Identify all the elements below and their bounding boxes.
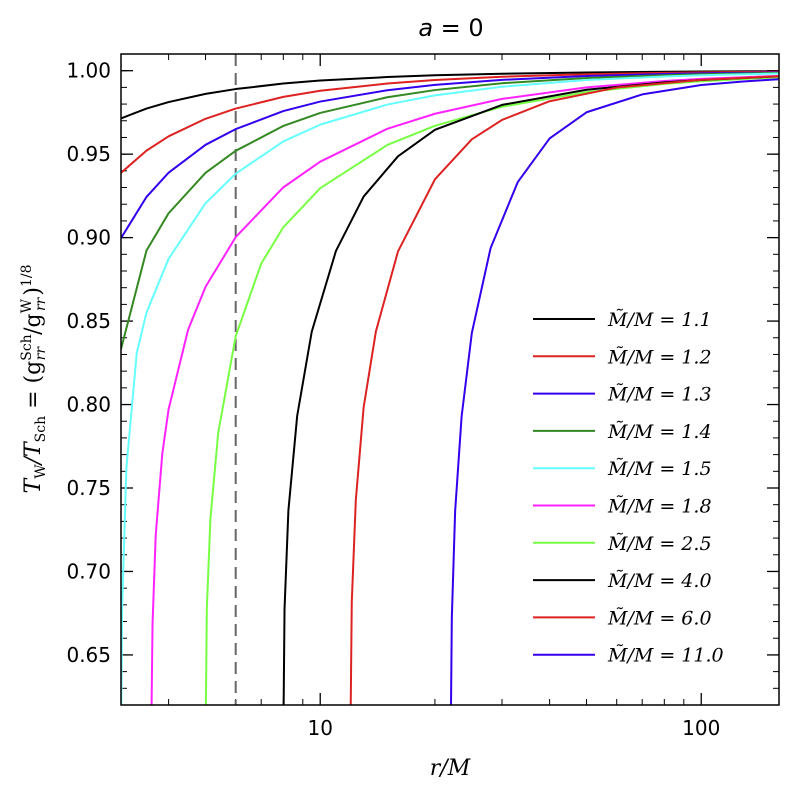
legend: M̃/M = 1.1 M̃/M = 1.2 M̃/M = 1.3 M̃/M = 1.4… [533, 309, 724, 667]
y-tick-label: 1.00 [66, 59, 111, 83]
legend-label-2: M̃/M = 1.2 [607, 346, 712, 368]
tick-marks [120, 53, 779, 706]
legend-label-4: M̃/M = 1.4 [607, 420, 712, 442]
x-tick-label: 10 [307, 716, 332, 740]
legend-label-7: M̃/M = 2.5 [607, 532, 712, 554]
series-line-9 [349, 75, 779, 705]
y-tick-label: 0.95 [66, 142, 111, 166]
series-line-2 [121, 70, 779, 174]
legend-label-8: M̃/M = 4.0 [607, 570, 712, 592]
legend-label-5: M̃/M = 1.5 [607, 458, 712, 480]
y-tick-label: 0.90 [66, 226, 111, 250]
legend-label-1: M̃/M = 1.1 [607, 309, 712, 331]
chart-title: a = 0 [418, 14, 483, 42]
y-tick-label: 0.65 [66, 643, 111, 667]
legend-label-10: M̃/M = 11.0 [607, 644, 724, 666]
series-line-7 [204, 76, 779, 705]
plot-frame [120, 53, 780, 706]
series-line-5 [121, 72, 779, 705]
x-axis-label: r/M [430, 756, 471, 781]
series-line-1 [121, 70, 779, 120]
y-tick-label: 0.75 [66, 476, 111, 500]
series-line-10 [450, 78, 779, 705]
tick-labels: 0.65 0.70 0.75 0.80 0.85 0.90 0.95 1.00 10 100 [66, 59, 720, 740]
series-line-8 [282, 75, 779, 705]
series-line-6 [150, 74, 779, 705]
y-tick-label: 0.80 [66, 393, 111, 417]
x-tick-label: 100 [682, 716, 720, 740]
series-layer [121, 70, 779, 705]
legend-label-9: M̃/M = 6.0 [607, 607, 712, 629]
y-axis-label: TW/TSch = (gSchrr/gWrr)1/8 [19, 265, 49, 494]
legend-label-3: M̃/M = 1.3 [607, 383, 712, 405]
y-tick-label: 0.85 [66, 309, 111, 333]
series-line-3 [121, 71, 779, 239]
legend-label-6: M̃/M = 1.8 [607, 495, 712, 517]
series-line-4 [121, 71, 779, 350]
y-tick-label: 0.70 [66, 559, 111, 583]
